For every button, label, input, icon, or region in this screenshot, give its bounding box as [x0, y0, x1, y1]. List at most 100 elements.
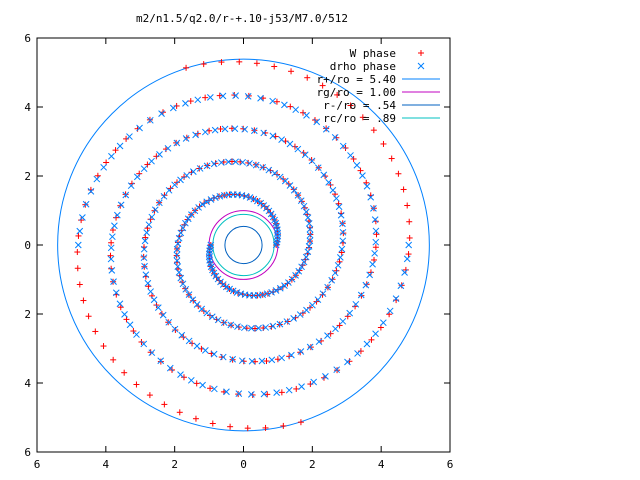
marker-stroke — [194, 96, 202, 104]
marker-stroke — [207, 196, 215, 203]
drho-phase-point — [260, 129, 268, 137]
drho-phase-point — [370, 205, 377, 212]
drho-phase-point — [304, 248, 312, 256]
drho-phase-point — [126, 133, 133, 140]
drho-phase-point — [273, 389, 281, 396]
drho-phase-point — [315, 338, 323, 346]
drho-phase-point — [268, 288, 275, 296]
drho-phase-point — [178, 331, 186, 339]
drho-phase-point — [263, 290, 271, 298]
drho-phase-point — [269, 97, 277, 105]
marker-stroke — [234, 323, 241, 330]
drho-phase-point — [325, 179, 333, 186]
marker-stroke — [150, 296, 158, 304]
marker-stroke — [297, 348, 305, 355]
y-tick-label: 6 — [24, 446, 31, 459]
marker-stroke — [229, 287, 237, 295]
marker-stroke — [177, 274, 185, 282]
drho-phase-point — [116, 300, 124, 308]
drho-phase-point — [304, 214, 312, 221]
drho-phase-point — [192, 131, 199, 139]
drho-phase-point — [225, 158, 232, 166]
drho-phase-point — [306, 225, 314, 233]
drho-phase-point — [198, 305, 206, 313]
drho-phase-point — [283, 318, 291, 325]
w-phase-point — [133, 381, 140, 388]
marker-stroke — [219, 92, 227, 100]
w-phase-point — [400, 186, 407, 193]
w-phase-point — [380, 140, 387, 147]
drho-phase-point — [122, 191, 130, 199]
marker-stroke — [164, 144, 172, 152]
drho-phase-point — [257, 94, 264, 102]
w-phase-point — [85, 313, 92, 320]
drho-phase-point — [319, 290, 327, 298]
w-phase-point — [75, 232, 82, 239]
marker-stroke — [265, 166, 273, 174]
marker-stroke — [392, 295, 400, 302]
drho-phase-point — [366, 271, 374, 279]
marker-stroke — [178, 331, 186, 339]
legend-label: r-/ro = .54 — [323, 99, 396, 112]
marker-stroke — [112, 289, 120, 297]
drho-phase-point — [258, 357, 266, 365]
marker-stroke — [333, 366, 341, 374]
marker-stroke — [296, 311, 304, 318]
marker-stroke — [175, 234, 183, 242]
drho-phase-point — [216, 192, 224, 200]
drho-phase-point — [171, 181, 178, 189]
marker-stroke — [305, 243, 313, 250]
marker-stroke — [269, 132, 277, 140]
marker-stroke — [133, 331, 140, 338]
drho-phase-point — [363, 340, 371, 348]
marker-stroke — [174, 263, 182, 270]
marker-stroke — [196, 165, 204, 172]
marker-stroke — [401, 269, 408, 276]
marker-stroke — [206, 256, 213, 264]
drho-phase-point — [346, 309, 354, 317]
drho-phase-point — [285, 386, 293, 394]
marker-stroke — [232, 158, 239, 166]
drho-phase-point — [269, 213, 277, 221]
w-phase-point — [357, 167, 364, 174]
drho-phase-point — [359, 172, 366, 179]
drho-phase-point — [241, 324, 248, 332]
marker-stroke — [269, 213, 277, 221]
legend-label: rc/ro = .89 — [323, 112, 396, 125]
drho-phase-point — [189, 168, 197, 175]
w-phase-point — [161, 401, 168, 408]
drho-phase-point — [403, 255, 411, 263]
marker-stroke — [159, 311, 167, 319]
marker-stroke — [346, 309, 354, 317]
marker-stroke — [306, 231, 314, 239]
drho-phase-point — [333, 195, 340, 202]
w-phase-point — [112, 147, 119, 154]
marker-stroke — [294, 192, 302, 199]
drho-phase-point — [156, 151, 163, 158]
marker-stroke — [306, 225, 314, 233]
marker-stroke — [371, 249, 378, 257]
marker-stroke — [314, 164, 322, 172]
drho-phase-point — [262, 324, 270, 331]
drho-phase-point — [222, 283, 230, 291]
drho-phase-point — [116, 142, 124, 150]
marker-stroke — [254, 197, 261, 205]
marker-stroke — [338, 245, 346, 253]
drho-phase-point — [220, 319, 228, 327]
y-tick-label: 2 — [24, 170, 31, 183]
drho-phase-point — [140, 340, 148, 348]
marker-stroke — [268, 288, 275, 296]
w-phase-point — [307, 381, 314, 388]
drho-phase-point — [357, 291, 365, 299]
marker-stroke — [281, 101, 288, 109]
marker-stroke — [339, 228, 347, 236]
drho-phase-point — [265, 166, 273, 174]
drho-phase-point — [175, 234, 183, 242]
marker-stroke — [117, 201, 125, 209]
marker-stroke — [272, 219, 280, 227]
w-phase-point — [147, 216, 154, 223]
w-phase-point — [334, 91, 341, 98]
